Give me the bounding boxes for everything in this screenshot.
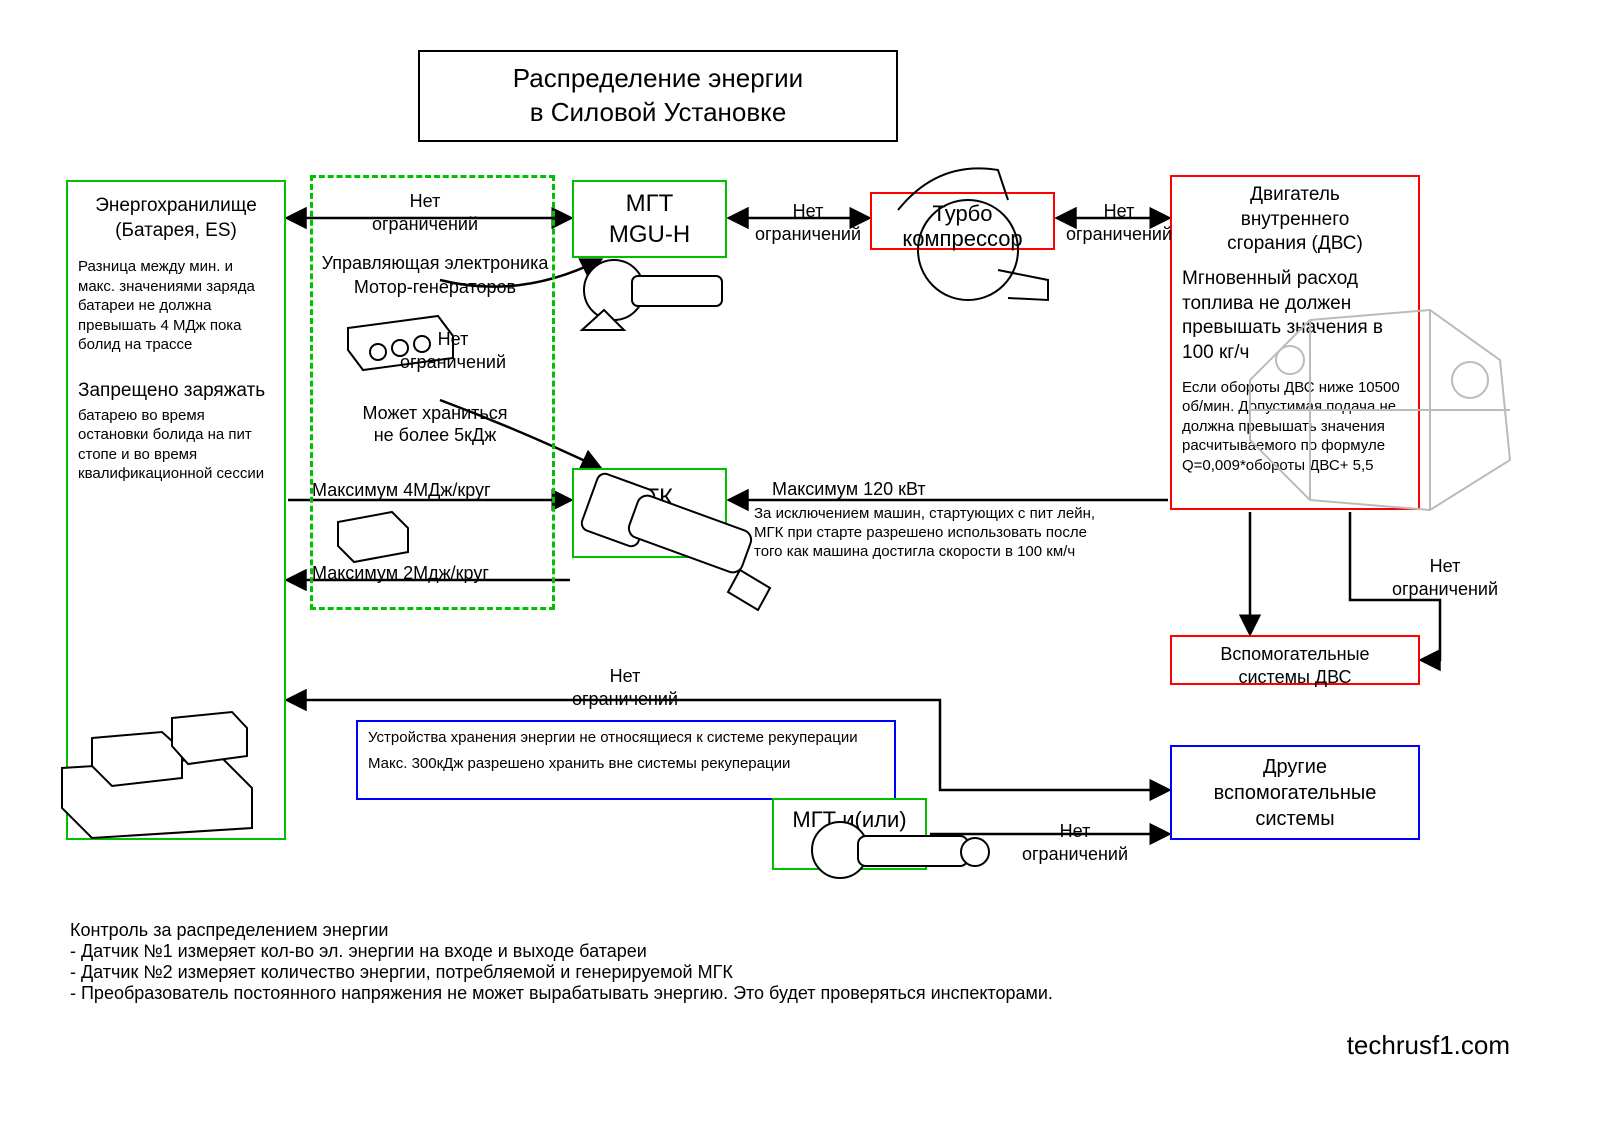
lbl-mguk-ice: Максимум 120 кВт bbox=[772, 478, 1032, 501]
mguor-icon bbox=[800, 800, 1010, 910]
ersrec-l2: Макс. 300кДж разрешено хранить вне систе… bbox=[368, 754, 884, 774]
ice-heading: Двигатель внутреннего сгорания (ДВС) bbox=[1182, 183, 1408, 257]
lbl-turbo-ice: Нет ограничений bbox=[1064, 200, 1174, 245]
ce-line4: не более 5кДж bbox=[350, 424, 520, 447]
battery-icon bbox=[42, 658, 282, 848]
otheraux-text: Другие вспомогательные системы bbox=[1214, 754, 1377, 832]
lbl-mguh-turbo: Нет ограничений bbox=[748, 200, 868, 245]
lbl-es-mguh: Нет ограничений bbox=[360, 190, 490, 235]
es-h2: Запрещено заряжать bbox=[78, 379, 274, 404]
ce-line3: Может храниться bbox=[350, 402, 520, 425]
mguh-l1: МГТ bbox=[584, 188, 715, 219]
iceaux-text: Вспомогательные системы ДВС bbox=[1220, 644, 1369, 687]
node-ers-storage-note: Устройства хранения энергии не относящие… bbox=[356, 720, 896, 800]
ce-line2: Мотор-генераторов bbox=[320, 276, 550, 299]
diagram-title: Распределение энергии в Силовой Установк… bbox=[418, 50, 898, 142]
ce-line1: Управляющая электроника bbox=[320, 252, 550, 275]
lbl-mguor-other: Нет ограничений bbox=[1010, 820, 1140, 865]
footer-heading: Контроль за распределением энергии bbox=[70, 920, 1170, 941]
title-line2: в Силовой Установке bbox=[444, 96, 872, 130]
site-credit: techrusf1.com bbox=[1347, 1030, 1510, 1061]
mguh-icon bbox=[574, 250, 744, 350]
lbl-ice-aux: Нет ограничений bbox=[1380, 555, 1510, 600]
es-para2: батарею во время остановки болида на пит… bbox=[78, 406, 274, 484]
ersrec-l1: Устройства хранения энергии не относящие… bbox=[368, 728, 884, 748]
lbl-ce-mguh: Нет ограничений bbox=[388, 328, 518, 373]
footer-b3: - Преобразователь постоянного напряжения… bbox=[70, 983, 1170, 1004]
es-heading: Энергохранилище (Батарея, ES) bbox=[78, 194, 274, 243]
node-ice-aux: Вспомогательные системы ДВС bbox=[1170, 635, 1420, 685]
lbl-es-mguk-from: Максимум 2Мдж/круг bbox=[312, 562, 532, 585]
node-energy-store: Энергохранилище (Батарея, ES) Разница ме… bbox=[66, 180, 286, 840]
footer-b2: - Датчик №2 измеряет количество энергии,… bbox=[70, 962, 1170, 983]
engine-icon bbox=[1230, 260, 1550, 540]
title-line1: Распределение энергии bbox=[444, 62, 872, 96]
turbo-icon bbox=[858, 150, 1078, 320]
node-mgu-h: МГТ MGU-H bbox=[572, 180, 727, 258]
lbl-mguk-ice-sub: За исключением машин, стартующих с пит л… bbox=[754, 505, 1114, 561]
mguh-l2: MGU-H bbox=[584, 219, 715, 250]
lbl-es-mguk-to: Максимум 4МДж/круг bbox=[312, 479, 532, 502]
footer-b1: - Датчик №1 измеряет кол-во эл. энергии … bbox=[70, 941, 1170, 962]
es-para1: Разница между мин. и макс. значениями за… bbox=[78, 257, 274, 355]
ecu-box-icon bbox=[328, 498, 418, 568]
node-other-aux: Другие вспомогательные системы bbox=[1170, 745, 1420, 840]
footer-notes: Контроль за распределением энергии - Дат… bbox=[70, 920, 1170, 1004]
lbl-es-rec: Нет ограничений bbox=[560, 665, 690, 710]
